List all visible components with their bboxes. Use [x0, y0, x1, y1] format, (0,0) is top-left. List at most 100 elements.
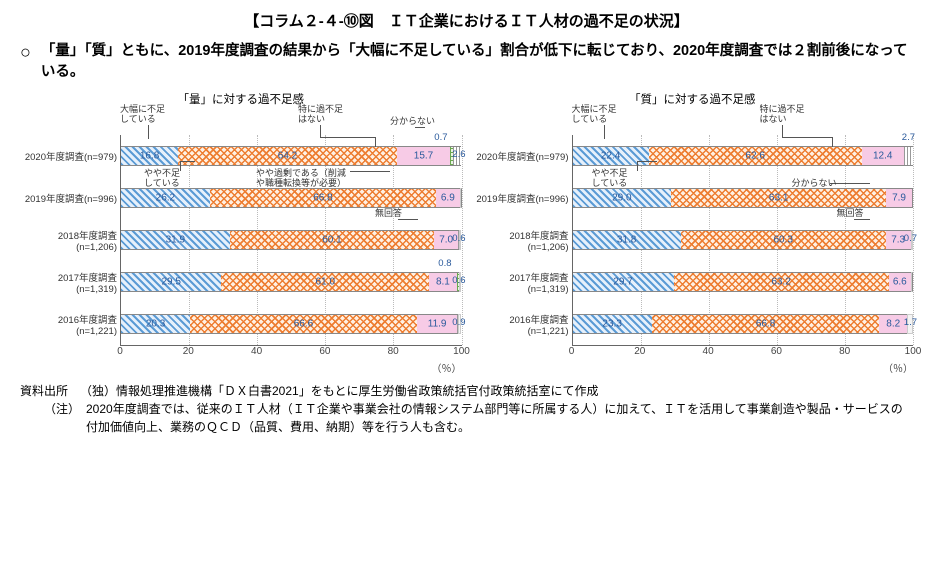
bar-holder: 22.462.612.42.7 — [573, 146, 914, 166]
segment-value-outside: 0.7 — [434, 132, 447, 143]
bar-row: 2016年度調査(n=1,221) 23.3 66.8 8.2 1.7 — [473, 307, 914, 341]
segment-2: 66.8 — [652, 314, 879, 334]
segment-value: 16.8 — [140, 151, 159, 162]
bar-holder: 16.864.215.70.72.6 — [121, 146, 462, 166]
segment-value: 61.0 — [316, 277, 335, 288]
legend-annotation: 大幅に不足している — [572, 105, 617, 125]
footer: 資料出所 （独）情報処理推進機構「ＤＸ白書2021」をもとに厚生労働省政策統括官… — [20, 382, 913, 436]
bar-holder: 29.7 63.2 6.6 — [573, 272, 914, 292]
bar-holder: 23.3 66.8 8.2 1.7 — [573, 314, 914, 334]
row-label: 2020年度調査(n=979) — [21, 149, 121, 163]
segment-value: 15.7 — [414, 151, 433, 162]
bar-row: 2016年度調査(n=1,221)20.366.611.90.9 — [21, 307, 462, 341]
segment-1: 31.9 — [121, 230, 230, 250]
footer-source-label: 資料出所 — [20, 382, 80, 400]
segment-value: 31.9 — [166, 235, 185, 246]
bar-holder: 31.860.37.30.7 — [573, 230, 914, 250]
x-tick: 80 — [388, 346, 399, 357]
segment-value: 22.4 — [601, 151, 620, 162]
row-label: 2017年度調査(n=1,319) — [473, 270, 573, 295]
x-tick: 0 — [117, 346, 123, 357]
segment-2: 62.6 — [649, 146, 862, 166]
charts-row: 「量」に対する過不足感 2020年度調査(n=979)16.864.215.70… — [20, 91, 913, 374]
x-tick: 40 — [251, 346, 262, 357]
segment-value: 29.0 — [612, 193, 631, 204]
legend-annotation: 分からない — [390, 117, 435, 127]
segment-value: 11.9 — [428, 319, 447, 330]
bar-row: 2017年度調査(n=1,319) 29.7 63.2 6.6 — [473, 265, 914, 299]
bar-row: 2018年度調査(n=1,206)31.960.17.00.6 — [21, 223, 462, 257]
segment-value: 66.6 — [294, 319, 313, 330]
bar-row: 2018年度調査(n=1,206)31.860.37.30.7 — [473, 223, 914, 257]
x-tick: 40 — [703, 346, 714, 357]
segment-value: 63.2 — [771, 277, 790, 288]
chart-left-title: 「量」に対する過不足感 — [20, 91, 462, 107]
x-unit: （％） — [432, 360, 462, 375]
bar-row: 2017年度調査(n=1,319)29.561.08.10.80.6 — [21, 265, 462, 299]
row-label: 2016年度調査(n=1,221) — [473, 312, 573, 337]
segment-value: 8.1 — [436, 277, 450, 288]
row-label: 2019年度調査(n=996) — [473, 191, 573, 205]
bars-area: 2020年度調査(n=979)22.462.612.42.72019年度調査(n… — [572, 135, 914, 346]
bar-holder: 26.2 66.8 6.9 — [121, 188, 462, 208]
segment-1: 29.0 — [573, 188, 672, 208]
segment-5 — [904, 146, 913, 166]
segment-value: 23.3 — [602, 319, 621, 330]
segment-2: 60.1 — [230, 230, 435, 250]
segment-1: 29.5 — [121, 272, 221, 292]
legend-annotation: 無回答 — [837, 209, 864, 219]
segment-2: 66.8 — [210, 188, 436, 208]
x-tick: 60 — [319, 346, 330, 357]
x-tick: 100 — [453, 346, 470, 357]
segment-value: 66.8 — [756, 319, 775, 330]
summary-block: ○ 「量」「質」ともに、2019年度調査の結果から「大幅に不足している」割合が低… — [20, 41, 913, 83]
x-tick: 60 — [771, 346, 782, 357]
segment-value-outside: 2.7 — [902, 132, 915, 143]
segment-value: 29.5 — [161, 277, 180, 288]
segment-value: 26.2 — [156, 193, 175, 204]
x-tick: 20 — [634, 346, 645, 357]
legend-annotation: 特に過不足はない — [298, 105, 343, 125]
bars-area: 2020年度調査(n=979)16.864.215.70.72.62019年度調… — [120, 135, 462, 346]
segment-3: 6.6 — [889, 272, 911, 292]
legend-annotation: やや不足している — [592, 169, 628, 189]
bar-holder: 20.366.611.90.9 — [121, 314, 462, 334]
segment-3: 6.9 — [436, 188, 459, 208]
segment-value: 7.0 — [439, 235, 453, 246]
segment-value: 8.2 — [886, 319, 900, 330]
legend-annotation: やや不足している — [144, 169, 180, 189]
legend-annotation: 特に過不足はない — [760, 105, 805, 125]
bar-holder: 29.063.17.9 — [573, 188, 914, 208]
segment-value-outside: 1.7 — [904, 317, 917, 328]
segment-value: 7.9 — [892, 193, 906, 204]
segment-value: 62.6 — [745, 151, 764, 162]
segment-3: 15.7 — [397, 146, 450, 166]
segment-value: 29.7 — [613, 277, 632, 288]
segment-value: 20.3 — [146, 319, 165, 330]
row-label: 2019年度調査(n=996) — [21, 191, 121, 205]
segment-value: 31.8 — [617, 235, 636, 246]
segment-value-outside: 0.8 — [438, 258, 451, 269]
x-axis: 020406080100（％） — [120, 346, 462, 374]
legend-annotation: 大幅に不足している — [120, 105, 165, 125]
x-tick: 80 — [839, 346, 850, 357]
x-unit: （％） — [883, 360, 913, 375]
segment-6 — [911, 272, 913, 292]
legend-annotation: 分からない — [792, 179, 837, 189]
segment-value: 6.9 — [441, 193, 455, 204]
segment-3: 7.9 — [886, 188, 913, 208]
segment-value: 60.1 — [322, 235, 341, 246]
segment-1: 26.2 — [121, 188, 210, 208]
row-label: 2017年度調査(n=1,319) — [21, 270, 121, 295]
segment-2: 60.3 — [681, 230, 886, 250]
legend-annotation: やや過剰である（削減や職種転換等が必要） — [256, 169, 346, 189]
row-label: 2018年度調査(n=1,206) — [473, 228, 573, 253]
row-label: 2016年度調査(n=1,221) — [21, 312, 121, 337]
footer-note-label: （注） — [20, 400, 86, 436]
segment-6 — [460, 188, 462, 208]
x-axis: 020406080100（％） — [572, 346, 914, 374]
footer-note-text: 2020年度調査では、従来のＩＴ人材（ＩＴ企業や事業会社の情報システム部門等に所… — [86, 400, 913, 436]
segment-value-outside: 2.6 — [452, 149, 465, 160]
segment-3: 12.4 — [862, 146, 904, 166]
x-tick: 20 — [183, 346, 194, 357]
